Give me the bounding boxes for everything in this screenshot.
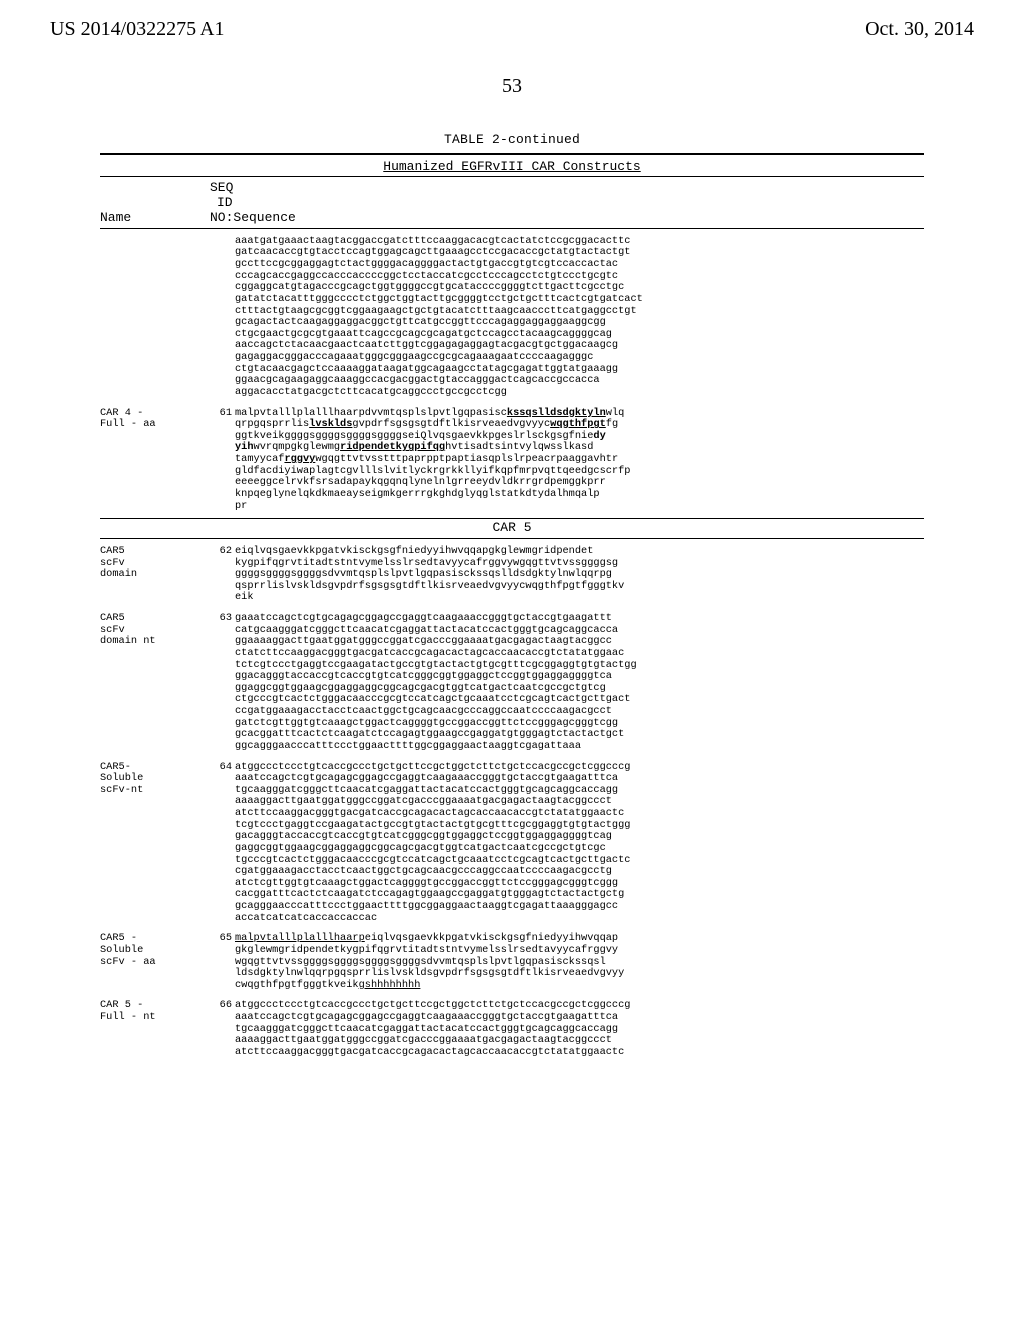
col-seq: SEQ (210, 181, 924, 196)
table-row: CAR562eiqlvqsgaevkkpgatvkisckgsgfniedyyi… (100, 539, 924, 606)
col-id: ID (217, 196, 924, 211)
col-name: Name (100, 211, 210, 226)
column-headers: SEQ ID Name NO:Sequence (100, 177, 924, 228)
sequence-body: aaatgatgaaactaagtacggaccgatctttccaaggaca… (100, 229, 924, 1061)
table-title: TABLE 2-continued (0, 132, 1024, 147)
table-row: CAR5-64atggccctccctgtcaccgccctgctgcttccg… (100, 755, 924, 927)
table-row: CAR5 -65malpvtalllplalllhaarpeiqlvqsgaev… (100, 926, 924, 993)
pub-number: US 2014/0322275 A1 (50, 18, 224, 41)
pub-date: Oct. 30, 2014 (865, 18, 974, 41)
page-number: 53 (0, 75, 1024, 98)
table-row: CAR 5 -66atggccctccctgtcaccgccctgctgcttc… (100, 993, 924, 1060)
table-row: aaatgatgaaactaagtacggaccgatctttccaaggaca… (100, 229, 924, 401)
section-divider: CAR 5 (100, 519, 924, 538)
rule (100, 153, 924, 155)
table-subtitle: Humanized EGFRvIII CAR Constructs (100, 159, 924, 174)
table-row: CAR 4 -61malpvtalllplalllhaarpdvvmtqspls… (100, 401, 924, 515)
col-noseq: NO:Sequence (210, 211, 296, 226)
table-row: CAR563gaaatccagctcgtgcagagcggagccgaggtca… (100, 606, 924, 755)
